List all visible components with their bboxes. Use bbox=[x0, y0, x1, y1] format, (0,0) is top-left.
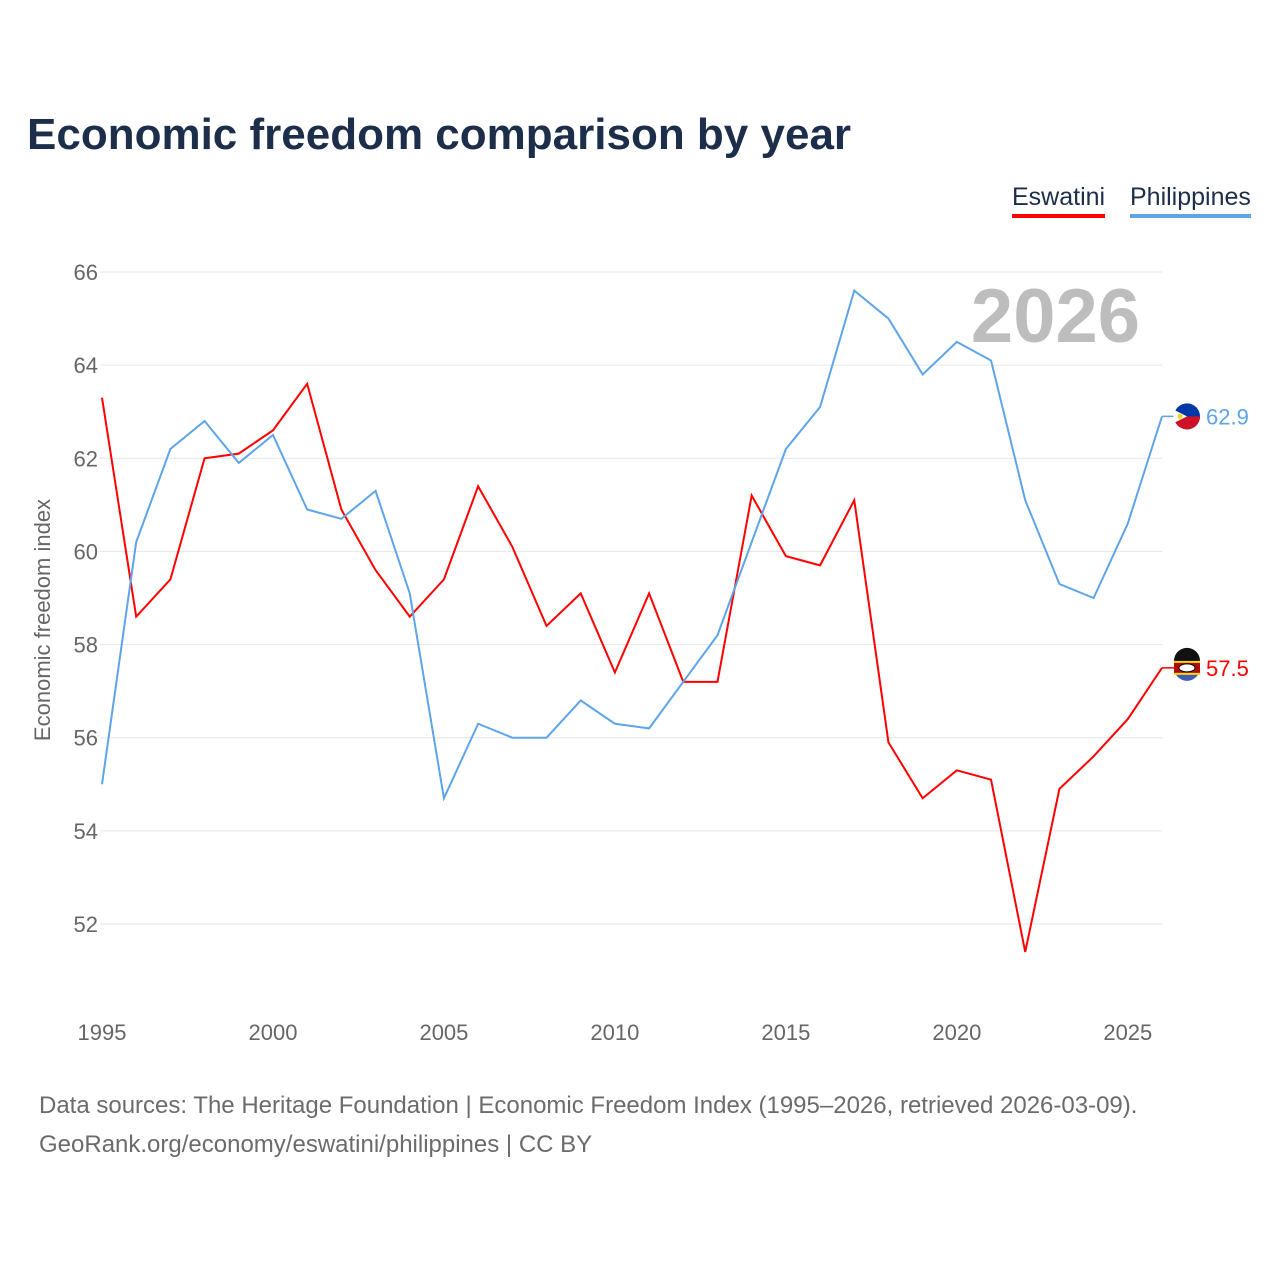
x-tick-label: 2000 bbox=[248, 1020, 297, 1045]
legend-eswatini[interactable]: Eswatini bbox=[1012, 183, 1106, 218]
source-note: Data sources: The Heritage Foundation | … bbox=[39, 1086, 1137, 1164]
x-tick-label: 2020 bbox=[932, 1020, 981, 1045]
y-tick-label: 54 bbox=[74, 819, 98, 844]
chart-title: Economic freedom comparison by year bbox=[27, 110, 852, 159]
y-tick-label: 58 bbox=[74, 633, 98, 658]
flag-part bbox=[1178, 663, 1196, 673]
x-tick-label: 2025 bbox=[1103, 1020, 1152, 1045]
source-line-1: Data sources: The Heritage Foundation | … bbox=[39, 1092, 1138, 1119]
y-tick-label: 66 bbox=[74, 260, 98, 285]
source-line-2: GeoRank.org/economy/eswatini/philippines… bbox=[39, 1131, 593, 1158]
x-tick-label: 2010 bbox=[590, 1020, 639, 1045]
grid: 52 54 56 58 60 62 64 66 1995 2000 2005 2010 2015 2020… bbox=[74, 260, 1162, 1045]
eswatini-flag-icon bbox=[1174, 647, 1200, 681]
series-line-philippines bbox=[101, 288, 1163, 802]
x-tick-label: 2005 bbox=[419, 1020, 468, 1045]
philippines-flag-icon bbox=[1173, 403, 1200, 430]
year-watermark: 2026 bbox=[971, 274, 1140, 359]
flag-part bbox=[1177, 413, 1183, 419]
end-label-philippines: 62.9 bbox=[1206, 404, 1249, 429]
y-tick-label: 60 bbox=[74, 539, 98, 564]
legend-philippines[interactable]: Philippines bbox=[1130, 183, 1251, 218]
y-tick-label: 62 bbox=[74, 446, 98, 471]
flag-part bbox=[1174, 647, 1200, 661]
x-tick-label: 1995 bbox=[78, 1020, 127, 1045]
x-tick-label: 2015 bbox=[761, 1020, 810, 1045]
end-label-eswatini: 57.5 bbox=[1206, 656, 1249, 681]
y-tick-label: 56 bbox=[74, 726, 98, 751]
y-tick-label: 64 bbox=[74, 353, 98, 378]
series-line-eswatini bbox=[101, 381, 1163, 953]
y-axis-label: Economic freedom index bbox=[30, 499, 55, 741]
y-tick-label: 52 bbox=[74, 912, 98, 937]
